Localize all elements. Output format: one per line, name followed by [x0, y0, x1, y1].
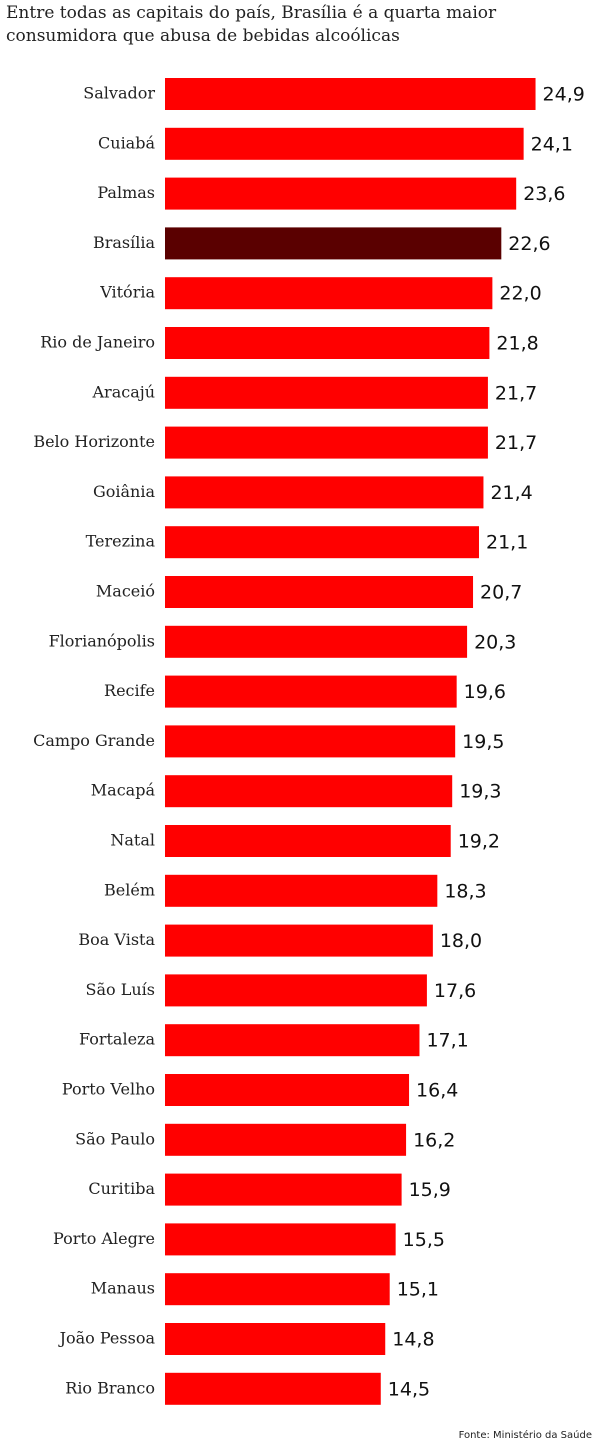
source: Fonte: Ministério da Saúde — [459, 1429, 592, 1441]
value-label: 16,4 — [416, 1080, 458, 1102]
category-label: Rio de Janeiro — [40, 333, 155, 352]
bar — [165, 78, 536, 110]
value-label: 21,1 — [486, 532, 528, 554]
value-label: 22,0 — [499, 283, 541, 305]
bar — [165, 576, 474, 608]
bar — [165, 376, 488, 409]
value-label: 20,7 — [480, 582, 522, 604]
category-label: Terezina — [86, 532, 156, 551]
bar — [165, 1074, 410, 1106]
value-label: 19,3 — [459, 781, 501, 803]
bar — [165, 327, 490, 359]
category-label: São Paulo — [75, 1129, 155, 1148]
category-label: Recife — [104, 681, 155, 700]
category-label: Fortaleza — [79, 1030, 155, 1049]
value-label: 21,8 — [496, 333, 538, 355]
value-label: 21,7 — [495, 382, 537, 404]
chart-title: Entre todas as capitais do país, Brasíli… — [6, 3, 497, 46]
bar — [165, 675, 457, 708]
category-label: Maceió — [96, 582, 155, 601]
category-label: Cuiabá — [98, 133, 155, 152]
category-label: Vitória — [99, 283, 155, 302]
category-label: Curitiba — [88, 1179, 155, 1198]
category-label: Natal — [110, 831, 155, 850]
bar — [165, 725, 456, 758]
value-label: 21,7 — [495, 432, 537, 454]
bar — [165, 1273, 390, 1306]
value-label: 22,6 — [508, 233, 550, 255]
bar — [165, 426, 488, 459]
bar — [165, 775, 453, 808]
value-label: 23,6 — [523, 183, 565, 205]
bar — [165, 1024, 420, 1057]
bar — [165, 476, 484, 509]
bar — [165, 127, 524, 160]
bar — [165, 227, 502, 260]
category-label: Porto Velho — [62, 1080, 155, 1099]
value-label: 17,6 — [434, 980, 476, 1002]
bar — [165, 526, 479, 559]
value-label: 19,6 — [464, 681, 506, 703]
bar — [165, 974, 427, 1007]
category-label: Porto Alegre — [53, 1229, 155, 1248]
category-label: Manaus — [91, 1279, 155, 1298]
value-label: 19,2 — [458, 831, 500, 853]
bar — [165, 277, 493, 310]
value-label: 21,4 — [490, 482, 532, 504]
value-label: 17,1 — [426, 1030, 468, 1052]
bar — [165, 924, 433, 957]
bar — [165, 1372, 381, 1405]
category-label: Rio Branco — [65, 1378, 155, 1397]
bar — [165, 874, 438, 907]
value-label: 24,1 — [531, 133, 573, 155]
category-label: Goiânia — [93, 482, 155, 501]
value-label: 24,9 — [543, 84, 585, 106]
value-label: 16,2 — [413, 1129, 455, 1151]
category-label: Palmas — [97, 183, 155, 202]
value-label: 18,3 — [444, 880, 486, 902]
category-label: Belém — [104, 880, 155, 899]
bar — [165, 1123, 407, 1156]
bar — [165, 1173, 402, 1206]
value-label: 15,5 — [403, 1229, 445, 1251]
bar — [165, 825, 451, 857]
bar — [165, 625, 468, 658]
value-label: 15,1 — [397, 1279, 439, 1301]
value-label: 15,9 — [409, 1179, 451, 1201]
bar — [165, 1223, 396, 1256]
category-label: Brasília — [93, 233, 156, 252]
category-label: Florianópolis — [49, 631, 155, 650]
category-label: Aracajú — [91, 382, 155, 401]
category-label: Macapá — [91, 781, 156, 800]
category-label: Salvador — [83, 84, 155, 103]
category-label: Belo Horizonte — [33, 432, 155, 451]
bar — [165, 177, 517, 210]
category-label: São Luís — [86, 980, 155, 999]
category-label: Boa Vista — [78, 930, 155, 949]
value-label: 18,0 — [440, 930, 482, 952]
bar — [165, 1323, 386, 1355]
value-label: 14,5 — [388, 1378, 430, 1400]
value-label: 19,5 — [462, 731, 504, 753]
value-label: 14,8 — [392, 1329, 434, 1351]
category-label: Campo Grande — [33, 731, 155, 750]
value-label: 20,3 — [474, 631, 516, 653]
category-label: João Pessoa — [58, 1329, 156, 1348]
